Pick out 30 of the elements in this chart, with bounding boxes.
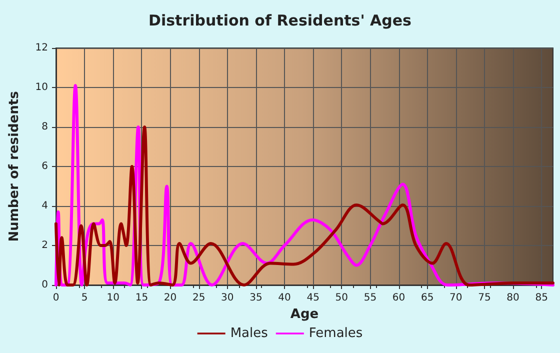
chart-title: Distribution of Residents' Ages bbox=[148, 12, 412, 30]
x-tick-label: 50 bbox=[335, 292, 348, 304]
legend-label: Males bbox=[230, 326, 268, 341]
y-tick-label: 2 bbox=[42, 240, 48, 251]
x-tick-label: 55 bbox=[364, 292, 377, 304]
x-axis-title: Age bbox=[290, 306, 319, 322]
x-tick-label: 40 bbox=[278, 292, 291, 304]
y-tick-label: 8 bbox=[42, 122, 48, 132]
legend-label: Females bbox=[308, 326, 363, 341]
x-tick-label: 25 bbox=[192, 292, 206, 304]
y-tick-label: 4 bbox=[42, 200, 48, 212]
x-tick-label: 5 bbox=[81, 292, 88, 304]
y-axis-title: Number of residents bbox=[7, 90, 22, 242]
x-tick-label: 65 bbox=[420, 292, 434, 304]
x-tick-label: 75 bbox=[478, 292, 491, 304]
x-tick-label: 85 bbox=[535, 292, 548, 304]
x-tick-label: 80 bbox=[506, 292, 520, 304]
x-tick-label: 30 bbox=[221, 292, 234, 304]
x-tick-label: 70 bbox=[450, 292, 462, 304]
x-tick-label: 15 bbox=[135, 292, 148, 304]
y-tick-label: 0 bbox=[42, 280, 48, 290]
y-tick-label: 10 bbox=[35, 82, 48, 93]
x-tick-label: 20 bbox=[164, 292, 177, 304]
x-tick-label: 45 bbox=[306, 292, 320, 304]
y-tick-label: 12 bbox=[35, 42, 48, 54]
x-tick-label: 10 bbox=[106, 292, 120, 304]
x-tick-label: 35 bbox=[250, 292, 262, 304]
x-tick-label: 0 bbox=[52, 292, 60, 304]
y-tick-label: 6 bbox=[42, 161, 48, 172]
x-tick-label: 60 bbox=[392, 292, 406, 304]
